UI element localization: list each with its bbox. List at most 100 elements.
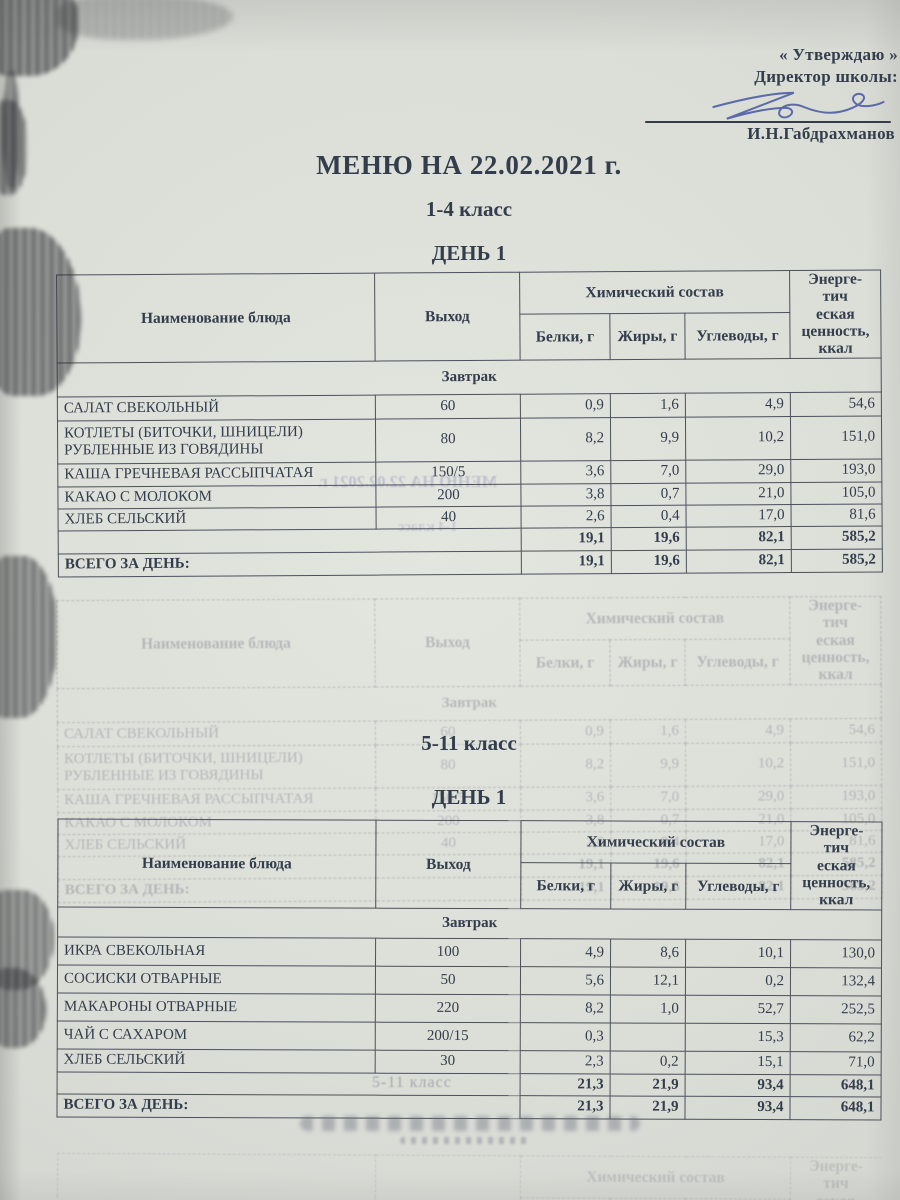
fat-cell: 0,4: [611, 504, 687, 528]
header-row: Наименование блюда Выход Химический сост…: [56, 269, 882, 363]
output-header: Выход: [374, 272, 521, 361]
menu-table: Наименование блюда Выход Химический сост…: [56, 269, 883, 577]
dish-cell: КАКАО С МОЛОКОМ: [57, 484, 377, 509]
carbs-header: Углеводы, г: [684, 312, 791, 359]
protein-cell: 8,2: [520, 994, 611, 1023]
carbs-cell: 52,7: [685, 995, 791, 1024]
ghost-output-header: [375, 1155, 521, 1200]
protein-cell: 3,6: [520, 460, 611, 484]
menu-table: Наименование блюда Выход Химический сост…: [56, 819, 883, 1121]
section-row: Завтрак: [57, 357, 882, 397]
energy-cell: 62,2: [790, 1023, 882, 1052]
carbs-cell: 10,1: [685, 939, 791, 968]
protein-header: Белки, г: [519, 313, 611, 360]
menu-table-5-11: Наименование блюда Выход Химический сост…: [56, 819, 883, 1121]
dish-header: Наименование блюда: [57, 819, 377, 908]
breakfast-label: Завтрак: [57, 906, 882, 940]
energy-cell: 648,1: [790, 1074, 882, 1097]
dish-cell: ЧАЙ С САХАРОМ: [57, 1020, 376, 1050]
class-range-2: 5-11 класс: [421, 731, 517, 755]
ghost-dish-header: Наименование блюда: [56, 598, 376, 689]
ghost-fat-header: Жиры, г: [609, 639, 686, 686]
carbs-cell: 93,4: [685, 1074, 791, 1097]
output-cell: 220: [375, 993, 521, 1023]
bleed-through-class-hint: 5-11 класс: [372, 1074, 452, 1091]
day-heading-2: ДЕНЬ 1: [431, 785, 507, 809]
output-cell: 100: [375, 937, 521, 967]
protein-cell: 2,3: [520, 1050, 611, 1074]
chemical-header: Химический состав: [519, 270, 790, 315]
fat-header: Жиры, г: [609, 313, 686, 360]
energy-cell: 130,0: [790, 939, 882, 968]
dish-cell: КОТЛЕТЫ (БИТОЧКИ, ШНИЦЕЛИ) РУБЛЕННЫЕ ИЗ …: [57, 418, 376, 464]
carbs-cell: 15,1: [685, 1051, 791, 1075]
approval-quote: « Утверждаю »: [779, 45, 898, 64]
bleed-through-heading-smear: [300, 1116, 640, 1131]
protein-cell: 19,1: [521, 527, 612, 551]
energy-cell: 252,5: [790, 995, 882, 1024]
dish-cell: МАКАРОНЫ ОТВАРНЫЕ: [57, 992, 376, 1022]
approval-role: Директор школы:: [754, 67, 898, 87]
dish-cell: КАША ГРЕЧНЕВАЯ РАССЫПЧАТАЯ: [57, 461, 376, 487]
ghost-carbs-header: Углеводы, г: [684, 639, 791, 686]
carbs-header: Углеводы, г: [685, 863, 791, 910]
ghost-breakfast-label: Завтрак: [57, 684, 882, 723]
output-cell: 50: [375, 965, 521, 995]
empty-cell: [58, 527, 522, 554]
carbs-cell: 17,0: [686, 504, 792, 527]
section-row: Завтрак: [57, 906, 882, 940]
table-row: КОТЛЕТЫ (БИТОЧКИ, ШНИЦЕЛИ) РУБЛЕННЫЕ ИЗ …: [57, 415, 882, 464]
ghost-section-row: Завтрак: [57, 684, 882, 723]
energy-cell: 193,0: [790, 458, 882, 483]
fat-cell: 21,9: [610, 1073, 686, 1097]
total-label: ВСЕГО ЗА ДЕНЬ:: [56, 1093, 521, 1119]
ghost-header-row: Химический состав Энерге-тич еская ценно…: [57, 1153, 882, 1200]
bleed-through-table-bottom: Химический состав Энерге-тич еская ценно…: [57, 1153, 882, 1200]
approval-block: « Утверждаю » Директор школы:: [460, 44, 898, 88]
output-cell: 40: [376, 505, 522, 529]
ghost-header-row: Наименование блюда Выход Химический сост…: [56, 596, 882, 689]
protein-cell: 0,3: [520, 1022, 611, 1051]
carbs-cell: 82,1: [686, 526, 792, 550]
scan-smudge: [58, 0, 233, 40]
subtotal-row: 21,3 21,9 93,4 648,1: [57, 1071, 882, 1097]
dish-header: Наименование блюда: [56, 273, 376, 363]
scan-smudge: [0, 100, 28, 195]
fat-cell: 8,6: [610, 938, 686, 968]
protein-cell: 0,9: [520, 393, 611, 418]
ghost-output-header: Выход: [374, 598, 521, 687]
protein-cell: 5,6: [520, 966, 611, 995]
protein-cell: 4,9: [520, 938, 611, 967]
table-row: СОСИСКИ ОТВАРНЫЕ 50 5,6 12,1 0,2 132,4: [57, 964, 882, 996]
fat-cell: 9,9: [610, 416, 686, 461]
energy-cell: 648,1: [789, 1096, 882, 1120]
carbs-cell: 93,4: [684, 1096, 791, 1120]
director-name: И.Н.Габдрахманов: [747, 124, 895, 143]
dish-cell: ХЛЕБ СЕЛЬСКИЙ: [57, 1048, 376, 1073]
ghost-table: Химический состав Энерге-тич еская ценно…: [57, 1153, 882, 1200]
output-cell: 80: [375, 417, 521, 462]
carbs-cell: 0,2: [685, 967, 791, 996]
breakfast-label: Завтрак: [57, 357, 882, 397]
energy-cell: 71,0: [790, 1051, 882, 1075]
ghost-chemical-header: Химический состав: [520, 1155, 791, 1200]
fat-cell: [610, 1022, 686, 1052]
carbs-cell: 15,3: [685, 1023, 791, 1052]
dish-cell: ИКРА СВЕКОЛЬНАЯ: [57, 936, 376, 966]
dish-cell: САЛАТ СВЕКОЛЬНЫЙ: [57, 394, 376, 421]
ghost-dish-header: [57, 1153, 376, 1200]
page-title: МЕНЮ НА 22.02.2021 г.: [316, 150, 622, 180]
protein-cell: 21,3: [520, 1073, 611, 1096]
signature-line: [645, 121, 891, 124]
fat-cell: 0,2: [610, 1050, 686, 1075]
energy-cell: 81,6: [791, 503, 883, 527]
fat-cell: 7,0: [610, 459, 686, 484]
total-label: ВСЕГО ЗА ДЕНЬ:: [58, 550, 522, 577]
day-heading-1: ДЕНЬ 1: [431, 241, 507, 265]
energy-header: Энерге-тич еская ценность, ккал: [789, 269, 882, 359]
energy-header: Энерге-тич еская ценность, ккал: [790, 821, 883, 910]
carbs-cell: 10,2: [685, 416, 791, 460]
fat-cell: 1,6: [610, 392, 686, 418]
protein-header: Белки, г: [520, 862, 611, 909]
energy-cell: 132,4: [790, 967, 882, 996]
